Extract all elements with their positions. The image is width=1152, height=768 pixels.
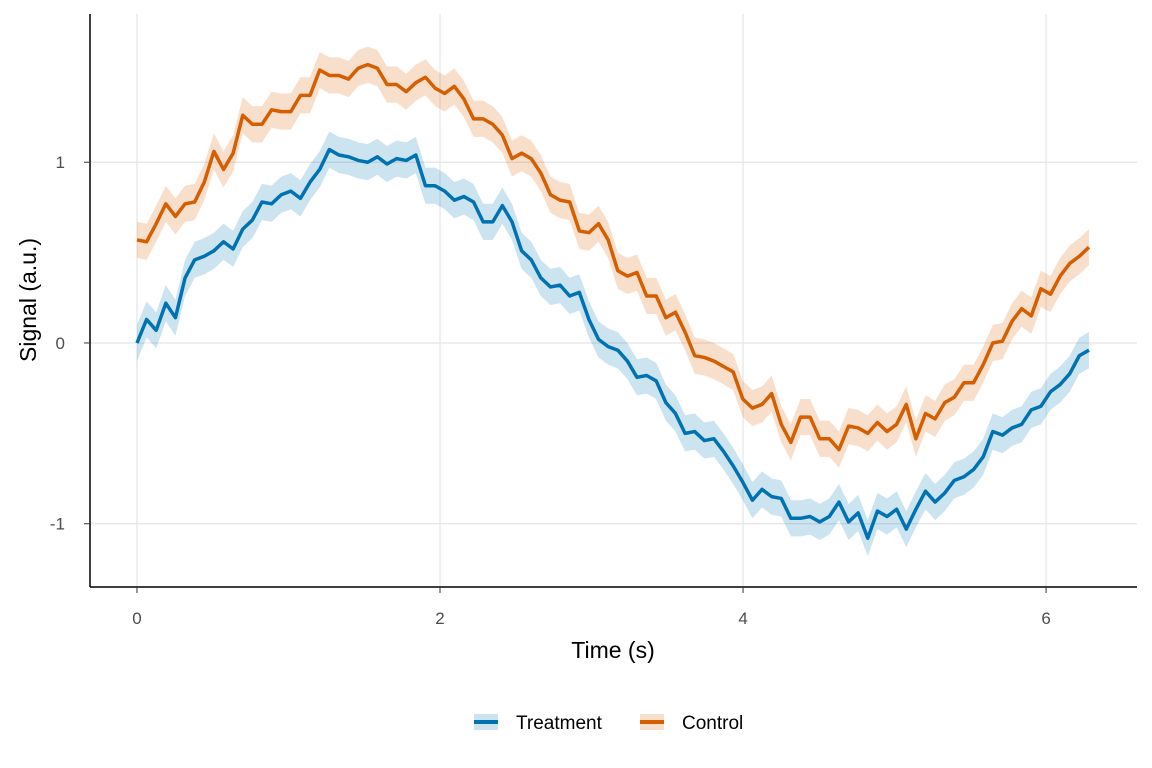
y-axis-ticks: -1 0 1	[50, 153, 90, 534]
x-axis-ticks: 0 2 4 6	[132, 587, 1051, 628]
gridlines	[90, 14, 1137, 587]
x-axis-title: Time (s)	[571, 637, 654, 663]
y-tick-label: 1	[56, 153, 65, 172]
legend-item-control: Control	[640, 713, 743, 734]
series-lines	[135, 62, 1091, 540]
x-tick-label: 0	[132, 609, 141, 628]
legend-label: Treatment	[516, 713, 603, 734]
treatment-ribbon	[136, 131, 1089, 557]
legend-item-treatment: Treatment	[474, 713, 603, 734]
legend: Treatment Control	[474, 713, 743, 734]
x-tick-label: 4	[738, 609, 747, 628]
x-tick-label: 2	[435, 609, 444, 628]
confidence-ribbons	[136, 46, 1089, 557]
y-tick-label: 0	[56, 334, 65, 353]
treatment-line	[135, 147, 1090, 540]
x-tick-label: 6	[1041, 609, 1050, 628]
y-axis-title: Signal (a.u.)	[15, 238, 41, 362]
control-line	[136, 62, 1091, 452]
legend-label: Control	[682, 713, 743, 734]
y-tick-label: -1	[50, 515, 65, 534]
